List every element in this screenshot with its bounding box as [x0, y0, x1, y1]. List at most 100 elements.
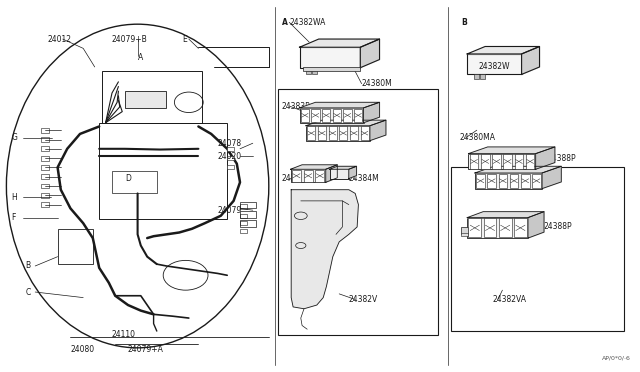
- Text: E: E: [182, 35, 187, 44]
- Bar: [240, 211, 256, 218]
- Bar: [322, 109, 330, 122]
- Bar: [492, 154, 501, 169]
- Bar: [360, 126, 369, 140]
- Bar: [312, 71, 317, 74]
- Text: 24383P: 24383P: [282, 174, 310, 183]
- Bar: [350, 126, 358, 140]
- Bar: [240, 202, 256, 208]
- Text: 24380MA: 24380MA: [460, 133, 495, 142]
- Text: 24012: 24012: [48, 35, 72, 44]
- Bar: [318, 126, 326, 140]
- Bar: [532, 174, 541, 188]
- Text: A: A: [282, 18, 287, 27]
- Bar: [330, 169, 349, 179]
- Text: 24078: 24078: [218, 139, 242, 148]
- Bar: [58, 229, 93, 264]
- Bar: [488, 174, 496, 188]
- Polygon shape: [300, 102, 380, 108]
- Bar: [240, 220, 256, 227]
- Bar: [476, 174, 485, 188]
- Bar: [240, 221, 247, 225]
- Bar: [339, 126, 348, 140]
- Text: 24079+A: 24079+A: [128, 345, 164, 354]
- Bar: [99, 123, 227, 219]
- Bar: [41, 193, 49, 198]
- Bar: [300, 108, 364, 123]
- Bar: [474, 74, 479, 79]
- Text: 24382VA: 24382VA: [493, 295, 527, 304]
- Text: F: F: [12, 213, 16, 222]
- Bar: [484, 218, 497, 237]
- Bar: [41, 128, 49, 132]
- Bar: [307, 126, 316, 140]
- Bar: [461, 227, 468, 234]
- Polygon shape: [306, 120, 386, 126]
- Bar: [475, 173, 542, 189]
- Polygon shape: [364, 102, 380, 123]
- Bar: [344, 109, 351, 122]
- Bar: [526, 154, 534, 169]
- Bar: [41, 155, 49, 161]
- Polygon shape: [528, 212, 544, 238]
- Polygon shape: [536, 147, 555, 169]
- Text: 24079+B: 24079+B: [112, 35, 148, 44]
- Bar: [227, 147, 234, 151]
- Polygon shape: [522, 46, 540, 74]
- Bar: [514, 218, 527, 237]
- Bar: [240, 214, 247, 218]
- Text: G: G: [12, 133, 17, 142]
- Text: C: C: [26, 288, 31, 296]
- Polygon shape: [349, 166, 356, 179]
- Text: D: D: [125, 174, 131, 183]
- Polygon shape: [326, 165, 337, 182]
- Polygon shape: [360, 39, 380, 68]
- Text: 24383P: 24383P: [282, 102, 310, 110]
- Bar: [292, 170, 301, 182]
- Polygon shape: [291, 190, 358, 309]
- Bar: [328, 126, 337, 140]
- Bar: [461, 233, 468, 236]
- Polygon shape: [467, 212, 544, 218]
- Bar: [509, 174, 518, 188]
- Text: 24388P: 24388P: [544, 222, 573, 231]
- Polygon shape: [467, 46, 540, 54]
- Bar: [306, 126, 370, 141]
- Bar: [481, 154, 490, 169]
- Bar: [41, 174, 49, 179]
- Text: B: B: [461, 18, 467, 27]
- Bar: [499, 218, 511, 237]
- Bar: [468, 218, 481, 237]
- Bar: [41, 165, 49, 170]
- Bar: [515, 154, 523, 169]
- Text: AP/0*0/·6: AP/0*0/·6: [602, 355, 630, 360]
- Text: A: A: [138, 53, 143, 62]
- Text: 24380M: 24380M: [362, 79, 392, 88]
- Text: 24382W: 24382W: [479, 62, 510, 71]
- Bar: [333, 109, 341, 122]
- Bar: [227, 165, 234, 169]
- Bar: [112, 171, 157, 193]
- Bar: [240, 204, 247, 208]
- Polygon shape: [291, 165, 337, 169]
- Bar: [41, 146, 49, 151]
- Bar: [102, 71, 202, 123]
- Bar: [499, 174, 507, 188]
- Text: 24080: 24080: [70, 345, 95, 354]
- Text: 24384M: 24384M: [349, 174, 380, 183]
- Bar: [301, 109, 309, 122]
- Bar: [451, 167, 624, 331]
- Bar: [504, 154, 512, 169]
- Text: 24110: 24110: [112, 330, 136, 339]
- Bar: [470, 154, 479, 169]
- Polygon shape: [370, 120, 386, 141]
- Text: B: B: [26, 262, 31, 270]
- Text: 24382V: 24382V: [349, 295, 378, 304]
- Bar: [467, 218, 528, 238]
- Bar: [354, 109, 362, 122]
- Bar: [467, 54, 522, 74]
- Polygon shape: [468, 147, 555, 154]
- Polygon shape: [475, 166, 561, 173]
- Polygon shape: [300, 39, 380, 47]
- Bar: [330, 169, 349, 179]
- Bar: [521, 174, 529, 188]
